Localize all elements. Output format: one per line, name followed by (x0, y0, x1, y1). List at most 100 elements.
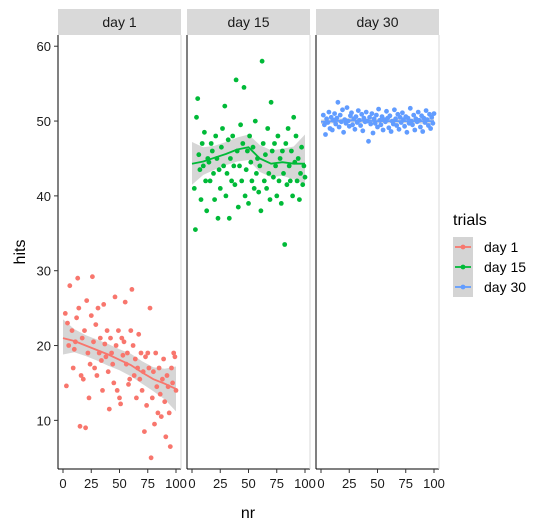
data-point (252, 118, 258, 124)
data-point (337, 112, 343, 118)
data-point (128, 328, 134, 333)
data-point (103, 354, 109, 360)
y-axis-title: hits (12, 240, 29, 265)
data-point (387, 113, 393, 119)
data-point (376, 106, 381, 112)
data-point (358, 123, 363, 128)
x-tick-label: 100 (294, 476, 316, 491)
x-tick-label: 25 (213, 476, 227, 491)
data-point (280, 148, 285, 154)
legend-key-point (460, 284, 466, 290)
data-point (431, 111, 437, 116)
data-point (225, 137, 231, 143)
data-point (130, 343, 136, 348)
data-point (147, 305, 153, 311)
data-point (170, 380, 176, 386)
data-point (86, 395, 92, 401)
data-point (281, 171, 286, 176)
data-point (423, 108, 429, 113)
data-point (349, 110, 354, 116)
data-point (136, 331, 142, 337)
smooth-line (191, 146, 305, 165)
data-point (76, 305, 82, 311)
data-point (320, 112, 326, 118)
data-point (203, 178, 209, 184)
data-point (275, 133, 281, 139)
data-point (249, 178, 255, 184)
data-point (232, 182, 238, 188)
data-point (126, 382, 131, 387)
data-point (261, 178, 267, 184)
data-point (301, 163, 307, 169)
data-point (371, 116, 377, 122)
data-point (197, 167, 203, 173)
data-point (228, 156, 233, 161)
data-point (334, 115, 340, 121)
x-tick-label: 0 (188, 476, 195, 491)
data-point (231, 163, 237, 169)
data-point (344, 105, 350, 110)
x-tick-label: 75 (399, 476, 413, 491)
data-point (322, 122, 327, 128)
legend-item: day 30 (453, 277, 526, 297)
data-point (151, 369, 156, 375)
x-tick-label: 0 (317, 476, 324, 491)
data-point (145, 350, 151, 356)
data-point (172, 354, 178, 360)
data-point (380, 127, 386, 133)
legend-label: day 1 (484, 239, 518, 255)
data-point (106, 406, 112, 412)
data-point (384, 108, 389, 114)
x-tick-label: 25 (342, 476, 356, 491)
y-tick-label: 50 (37, 114, 51, 129)
data-point (94, 373, 100, 378)
data-point (254, 171, 259, 176)
data-point (298, 171, 303, 176)
data-point (418, 124, 423, 130)
data-point (392, 107, 397, 113)
data-point (302, 174, 308, 180)
data-point (257, 163, 263, 169)
data-point (258, 208, 264, 214)
data-point (113, 343, 119, 348)
facet-strip (316, 9, 439, 35)
data-point (265, 126, 271, 131)
data-point (97, 335, 103, 341)
data-point (367, 114, 372, 120)
data-point (122, 299, 128, 305)
data-point (71, 346, 77, 352)
data-point (278, 201, 284, 206)
data-point (92, 365, 97, 371)
data-point (219, 144, 224, 150)
data-point (137, 376, 143, 382)
data-point (164, 373, 170, 378)
data-point (157, 391, 163, 397)
data-point (221, 163, 227, 169)
data-point (132, 356, 138, 362)
data-point (120, 352, 126, 358)
data-point (78, 373, 84, 378)
data-point (235, 204, 241, 210)
panel-day-15: day 15 0 25 50 75 100 (186, 9, 316, 491)
data-point (295, 156, 301, 161)
data-point (370, 130, 376, 136)
data-point (388, 129, 394, 134)
data-point (271, 174, 276, 180)
data-point (191, 186, 197, 191)
data-point (293, 133, 299, 139)
data-point (224, 171, 230, 176)
data-point (148, 455, 154, 461)
data-point (84, 298, 90, 303)
x-tick-label: 0 (59, 476, 66, 491)
data-point (374, 112, 379, 118)
data-point (386, 125, 392, 131)
data-point (87, 361, 93, 367)
data-point (361, 115, 367, 121)
x-tick-label: 100 (165, 476, 187, 491)
x-tick-label: 100 (423, 476, 445, 491)
data-point (131, 373, 137, 378)
axes-layer: 10 20 30 40 50 60 (37, 39, 58, 428)
data-point (90, 274, 95, 280)
data-point (161, 356, 167, 362)
